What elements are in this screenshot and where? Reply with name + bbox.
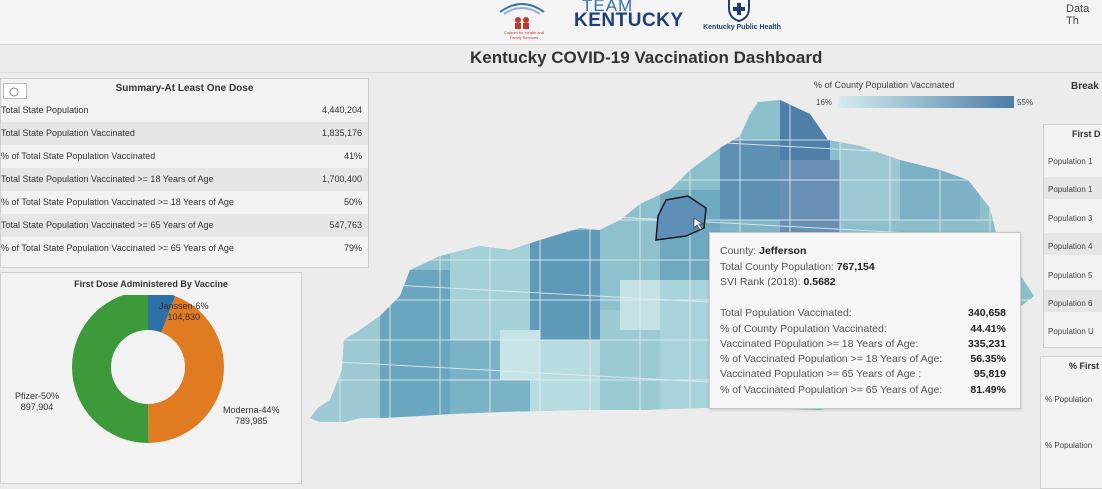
row-stripe: [1044, 290, 1102, 312]
list-item: Population 1: [1048, 185, 1093, 194]
row-stripe: [1044, 177, 1102, 199]
tooltip-row-label: Vaccinated Population >= 18 Years of Age…: [720, 338, 919, 350]
tooltip-row-value: 335,231: [968, 338, 1006, 350]
row-label: Total State Population Vaccinated >= 65 …: [1, 220, 214, 230]
janssen-pct-label: Janssen-6%: [159, 301, 209, 311]
list-item: Population 5: [1048, 271, 1093, 280]
list-item: Population 3: [1048, 214, 1093, 223]
divider: [0, 72, 1102, 73]
jefferson-county[interactable]: [655, 195, 707, 241]
kentucky-public-health-logo: Kentucky Public Health: [692, 0, 792, 40]
row-value: 41%: [343, 151, 362, 161]
list-item: Population 1: [1048, 157, 1093, 166]
row-stripe: [1044, 233, 1102, 255]
tooltip-row-label: Total Population Vaccinated:: [720, 307, 852, 319]
shield-icon: [728, 0, 750, 22]
table-row: % of Total State Population Vaccinated 41…: [1, 145, 368, 168]
cabinet-logo: Cabinet for Health and Family Services: [492, 0, 552, 40]
table-row: Total State Population Vaccinated >= 65 …: [1, 214, 368, 237]
data-link[interactable]: Data Th: [1066, 3, 1090, 27]
breakdown-label: Break: [1071, 81, 1099, 92]
first-dose-breakdown-panel: First D Population 1 Population 1 Popula…: [1043, 124, 1102, 348]
tooltip-population: Total County Population: 767,154: [720, 261, 875, 273]
list-item: Population 6: [1048, 299, 1093, 308]
row-label: % of Total State Population Vaccinated >…: [1, 243, 234, 253]
team-kentucky-logo: TEAM KENTUCKY: [574, 0, 683, 34]
table-row: % of Total State Population Vaccinated >…: [1, 191, 368, 214]
county-tooltip: County: Jefferson Total County Populatio…: [709, 232, 1021, 409]
donut-slice-janssen[interactable]: [148, 295, 176, 333]
tooltip-svi-label: SVI Rank (2018):: [720, 276, 801, 288]
cursor-icon: [693, 217, 705, 231]
janssen-count: 104,830: [167, 312, 201, 322]
row-label: Total State Population Vaccinated >= 18 …: [1, 174, 214, 184]
donut-slice-pfizer[interactable]: [72, 295, 149, 443]
row-value: 50%: [343, 197, 362, 207]
tooltip-row-label: % of County Population Vaccinated:: [720, 323, 887, 335]
table-row: Total State Population 4,440,204: [1, 99, 368, 122]
tooltip-row-label: % of Vaccinated Population >= 65 Years o…: [720, 384, 943, 396]
row-value: 1,835,176: [321, 128, 362, 138]
tooltip-county-label: County:: [720, 245, 757, 257]
list-item: Population U: [1048, 327, 1094, 336]
tooltip-county: County: Jefferson: [720, 245, 806, 257]
summary-table: Summary-At Least One Dose Total State Po…: [0, 78, 369, 268]
moderna-count: 789,985: [234, 416, 268, 426]
legend-title: % of County Population Vaccinated: [814, 80, 955, 90]
row-value: 547,763: [329, 220, 362, 230]
vaccine-donut-panel: First Dose Administered By Vaccine Janss…: [0, 272, 302, 484]
row-label: Total State Population Vaccinated: [1, 128, 135, 138]
tooltip-row-label: % of Vaccinated Population >= 18 Years o…: [720, 353, 943, 365]
table-row: Total State Population Vaccinated 1,835,1…: [1, 122, 368, 145]
panel-title: First D: [1072, 129, 1101, 139]
team-kentucky-line1: TEAM: [582, 0, 634, 15]
legend-min: 16%: [816, 98, 833, 107]
tooltip-svi: SVI Rank (2018): 0.5682: [720, 276, 836, 288]
row-value: 4,440,204: [321, 105, 362, 115]
donut-label-janssen: Janssen-6% 104,830: [159, 301, 209, 323]
donut-label-pfizer: Pfizer-50% 897,904: [15, 391, 59, 413]
donut-slice-moderna[interactable]: [148, 296, 224, 443]
tooltip-row-value: 95,819: [973, 368, 1006, 380]
cabinet-logo-text: Cabinet for Health and Family Services: [503, 30, 545, 40]
pfizer-pct-label: Pfizer-50%: [15, 391, 60, 401]
kph-logo-text: Kentucky Public Health: [703, 24, 781, 31]
search-icon[interactable]: [3, 83, 27, 99]
summary-rows: Total State Population 4,440,204 Total St…: [1, 99, 368, 260]
list-item: Population 4: [1048, 242, 1093, 251]
top-bar: Cabinet for Health and Family Services T…: [0, 0, 1102, 45]
row-label: % of Total State Population Vaccinated >…: [1, 197, 234, 207]
tooltip-row-value: 81.49%: [970, 384, 1006, 396]
tooltip-row-value: 44.41%: [970, 323, 1006, 335]
list-item: % Population: [1045, 441, 1093, 450]
page-title-text: Kentucky COVID-19 Vaccination Dashboard: [470, 48, 823, 67]
team-kentucky-line2: KENTUCKY: [574, 10, 684, 31]
row-value: 79%: [343, 243, 362, 253]
tooltip-county-value: Jefferson: [759, 245, 807, 257]
table-row: Total State Population Vaccinated >= 18 …: [1, 168, 368, 191]
row-label: Total State Population: [1, 105, 89, 115]
percent-first-dose-panel: % First % Population % Population: [1040, 356, 1102, 489]
table-row: % of Total State Population Vaccinated >…: [1, 237, 368, 260]
tooltip-row-value: 56.35%: [970, 353, 1006, 365]
legend-max: 55%: [1017, 98, 1034, 107]
panel-title: % First: [1069, 361, 1100, 371]
row-label: % of Total State Population Vaccinated: [1, 151, 156, 161]
summary-title: Summary-At Least One Dose: [115, 83, 254, 94]
tooltip-population-label: Total County Population:: [720, 261, 834, 273]
tooltip-population-value: 767,154: [836, 261, 875, 273]
legend-gradient-bar: [838, 96, 1014, 108]
tooltip-row-value: 340,658: [968, 307, 1006, 319]
vaccine-donut-chart[interactable]: [1, 295, 301, 483]
pfizer-count: 897,904: [20, 402, 54, 412]
tooltip-row-label: Vaccinated Population >= 65 Years of Age…: [720, 368, 922, 380]
moderna-pct-label: Moderna-44%: [223, 405, 280, 415]
row-value: 1,700,400: [321, 174, 362, 184]
donut-label-moderna: Moderna-44% 789,985: [223, 405, 280, 427]
tooltip-svi-value: 0.5682: [803, 276, 836, 288]
list-item: % Population: [1045, 395, 1093, 404]
donut-title: First Dose Administered By Vaccine: [74, 279, 228, 289]
